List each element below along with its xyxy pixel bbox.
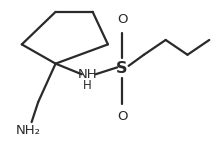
Text: H: H [83,79,92,92]
Text: O: O [117,110,127,123]
Text: NH: NH [77,67,97,81]
Text: S: S [116,61,128,76]
Text: O: O [117,13,127,26]
Text: NH₂: NH₂ [16,124,41,137]
